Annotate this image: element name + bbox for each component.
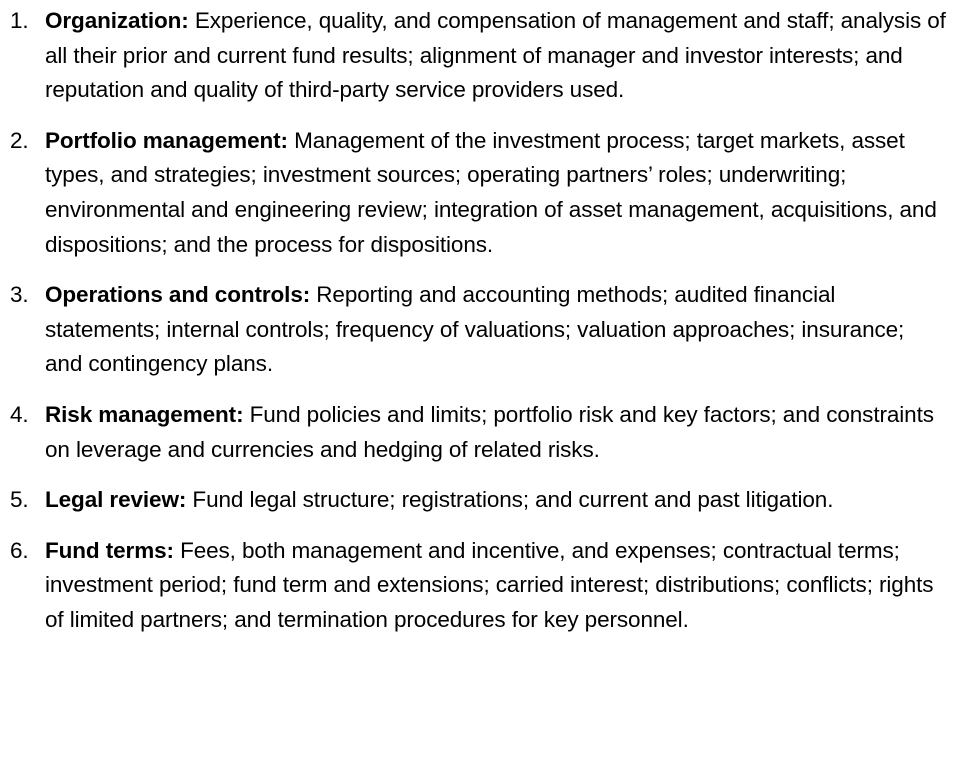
list-item-number: 1. <box>10 8 29 33</box>
list-item-text: Reporting and accounting methods; audite… <box>45 282 905 377</box>
list-item-text: Management of the investment process; ta… <box>45 127 937 257</box>
list-item-operations-and-controls: 3. Operations and controls: Reporting an… <box>0 278 946 382</box>
list-item-number: 6. <box>10 537 29 563</box>
list-item-heading: Operations and controls: <box>45 282 317 308</box>
list-item-number: 4. <box>10 401 29 427</box>
list-item-portfolio-management: 2. Portfolio management: Management of t… <box>0 124 946 262</box>
list-item-legal-review: 5. Legal review: Fund legal structure; r… <box>0 483 946 518</box>
due-diligence-criteria-list: 1. Organization: Experience, quality, an… <box>0 4 946 638</box>
list-item-number: 2. <box>10 127 29 153</box>
list-item-text: Fund legal structure; registrations; and… <box>192 487 834 513</box>
list-item-number: 3. <box>10 282 29 308</box>
list-item-text: Experience, quality, and compensation of… <box>45 8 946 103</box>
list-item-number: 5. <box>10 487 29 513</box>
list-item-organization: 1. Organization: Experience, quality, an… <box>0 4 946 108</box>
list-item-text: Fees, both management and incentive, and… <box>45 537 934 632</box>
list-item-heading: Legal review: <box>45 487 193 513</box>
list-item-heading: Fund terms: <box>45 537 181 563</box>
list-item-heading: Risk management: <box>45 401 250 427</box>
list-item-risk-management: 4. Risk management: Fund policies and li… <box>0 398 946 467</box>
list-item-fund-terms: 6. Fund terms: Fees, both management and… <box>0 534 946 638</box>
list-item-heading: Organization: <box>45 8 195 33</box>
list-item-heading: Portfolio management: <box>45 127 295 153</box>
list-item-text: Fund policies and limits; portfolio risk… <box>45 401 934 462</box>
